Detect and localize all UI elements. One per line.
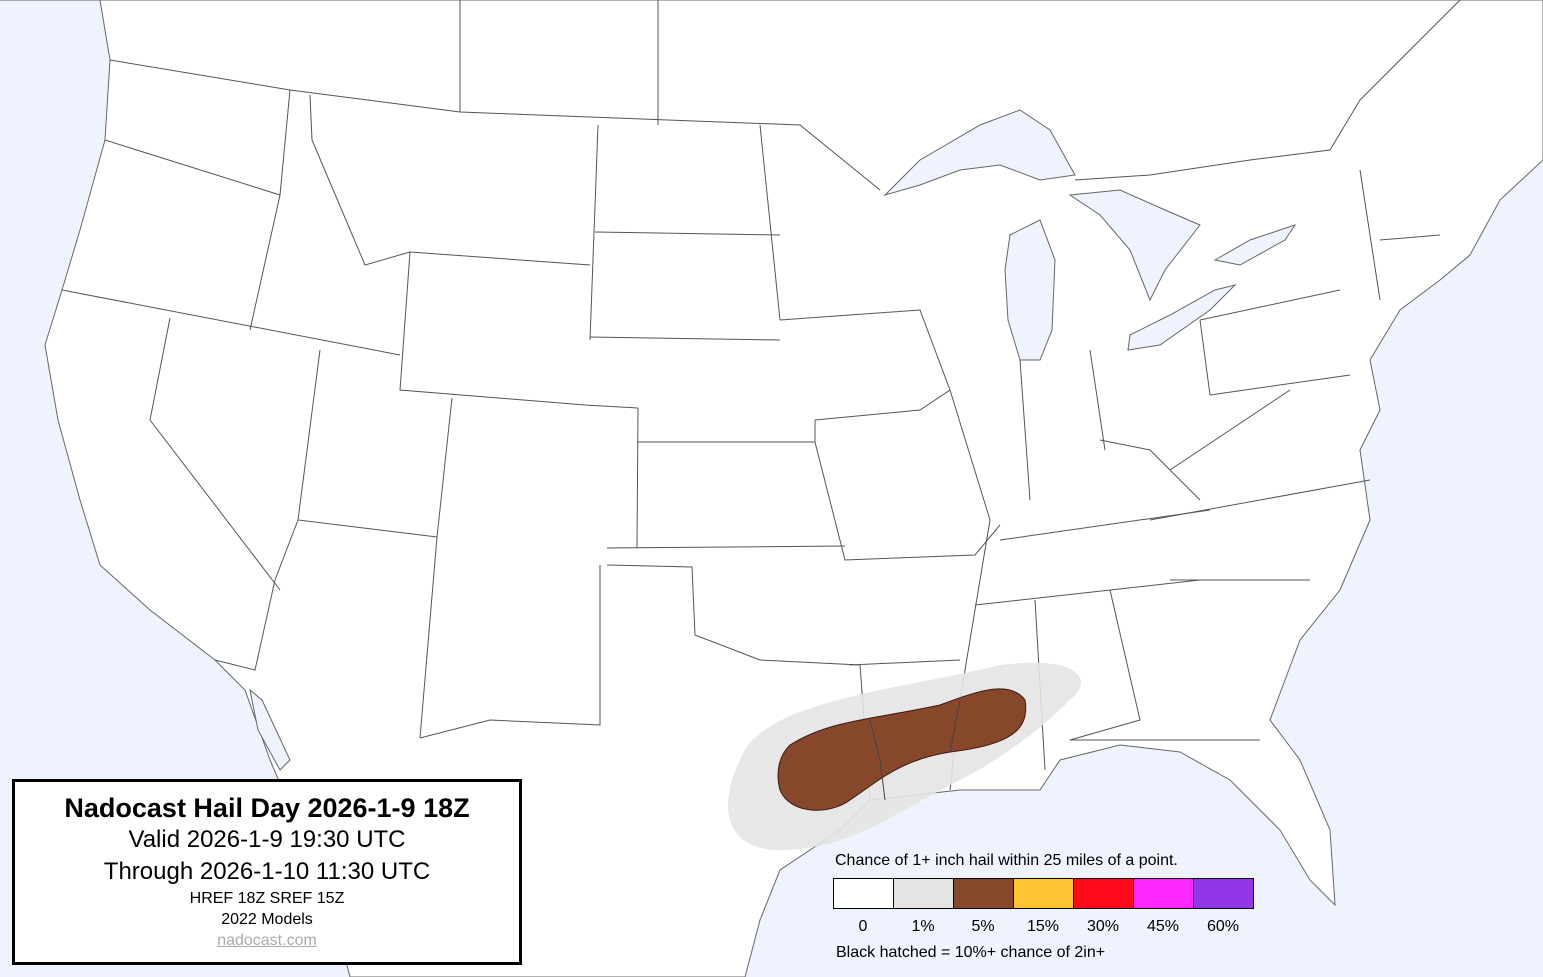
nadocast-link[interactable]: nadocast.com — [217, 932, 317, 949]
state-border-overlay — [949, 699, 961, 753]
legend-swatch-60 — [1194, 879, 1253, 908]
lake-superior — [883, 109, 1076, 197]
legend-label: 1% — [911, 918, 935, 935]
hail-5-percent-area — [777, 688, 1027, 811]
legend-label: 15% — [1026, 918, 1060, 935]
state-border-overlay — [869, 719, 886, 801]
valid-time: Valid 2026-1-9 19:30 UTC — [128, 826, 406, 853]
gulf-of-california — [249, 688, 291, 771]
legend-label: 45% — [1146, 918, 1180, 935]
lake-huron — [1068, 189, 1201, 302]
legend-label: 60% — [1206, 918, 1240, 935]
models-version: 2022 Models — [221, 911, 313, 928]
lake-erie — [1127, 284, 1237, 351]
lake-ontario — [1213, 224, 1297, 266]
legend-swatch-0 — [834, 879, 894, 908]
through-time: Through 2026-1-10 11:30 UTC — [103, 858, 431, 885]
water-bodies — [249, 109, 1297, 771]
legend-swatch-15 — [1014, 879, 1074, 908]
legend-swatch-45 — [1134, 879, 1194, 908]
legend-swatch-30 — [1074, 879, 1134, 908]
legend-note: Black hatched = 10%+ chance of 2in+ — [836, 944, 1106, 961]
legend-labels: 0 1% 5% 15% 30% 45% 60% — [833, 918, 1253, 936]
legend-title: Chance of 1+ inch hail within 25 miles o… — [835, 852, 1178, 869]
legend-swatch-5 — [954, 879, 1014, 908]
legend-label: 5% — [971, 918, 995, 935]
map-title: Nadocast Hail Day 2026-1-9 18Z — [64, 793, 470, 823]
legend-label: 30% — [1086, 918, 1120, 935]
title-box: Nadocast Hail Day 2026-1-9 18Z Valid 202… — [12, 779, 522, 965]
models-run: HREF 18Z SREF 15Z — [189, 890, 345, 907]
legend-label: 0 — [858, 918, 868, 935]
lake-michigan — [1004, 219, 1056, 361]
borders — [61, 0, 1461, 801]
legend-swatches — [833, 878, 1254, 909]
legend-swatch-1 — [894, 879, 954, 908]
